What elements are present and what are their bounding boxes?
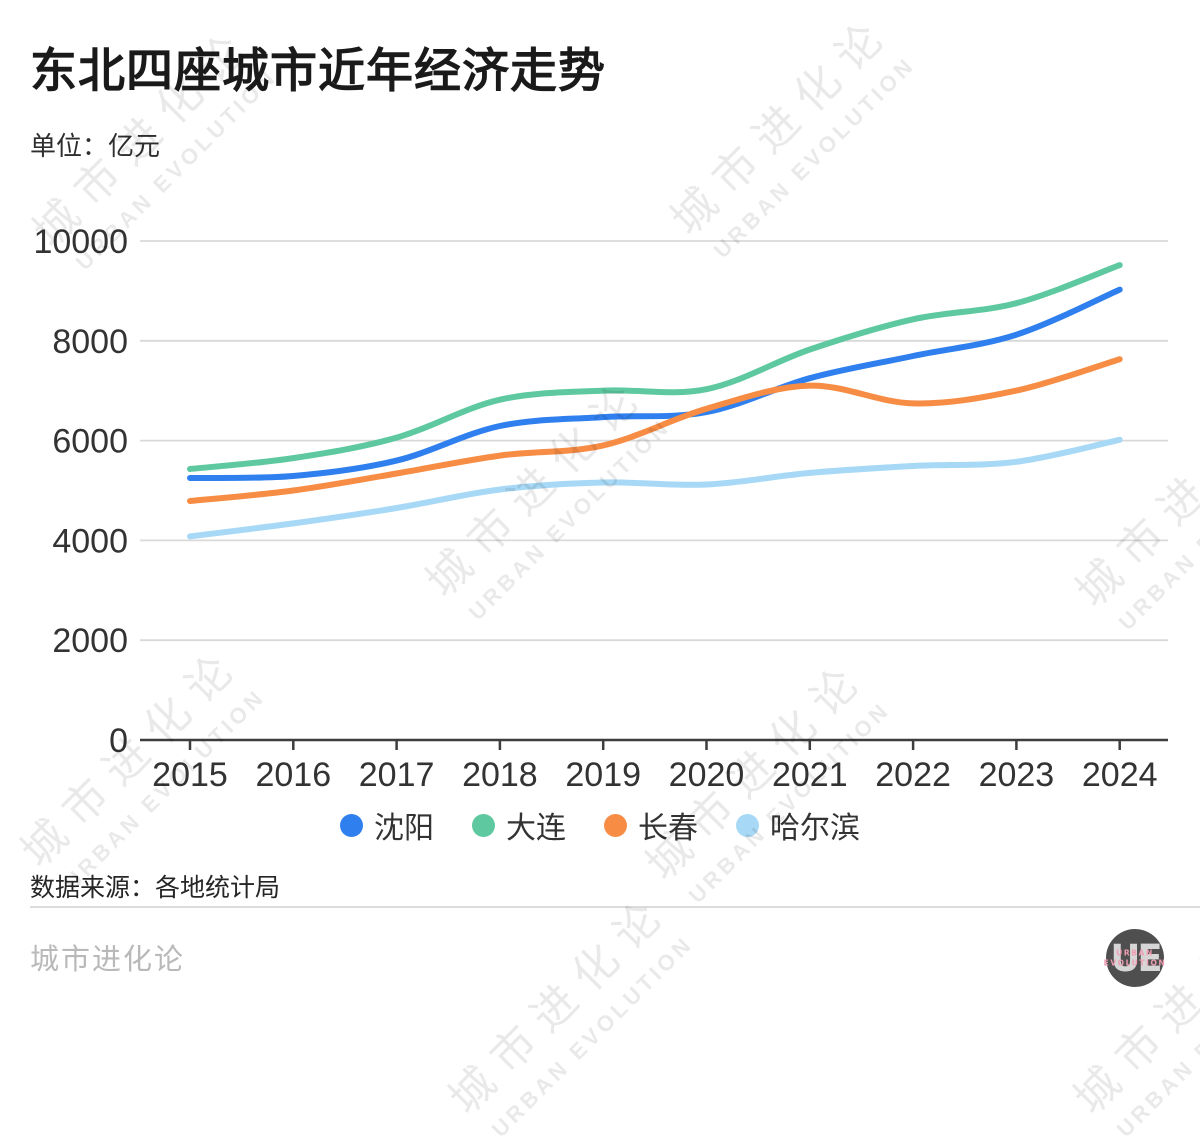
legend-item-shenyang: 沈阳 bbox=[340, 803, 434, 847]
page-title: 东北四座城市近年经济走势 bbox=[30, 44, 606, 97]
y-tick-label: 2000 bbox=[52, 622, 128, 660]
logo-urban-text: URBAN bbox=[1116, 949, 1154, 958]
legend-dot-shenyang bbox=[340, 813, 363, 837]
line-shenyang bbox=[187, 286, 1123, 481]
legend-label-shenyang: 沈阳 bbox=[374, 812, 434, 845]
legend-label-haerbin: 哈尔滨 bbox=[770, 812, 860, 845]
unit-label: 单位：亿元 bbox=[30, 131, 161, 161]
line-haerbin bbox=[187, 436, 1123, 540]
legend-dot-changchun bbox=[604, 813, 627, 837]
line-chart: 0 2000 4000 6000 8000 10000 2015 2016 2017 2018 20… bbox=[33, 223, 1168, 794]
brand-name: 城市进化论 bbox=[30, 944, 186, 976]
x-tick-label: 2021 bbox=[772, 756, 848, 794]
chart-legend: 沈阳 大连 长春 哈尔滨 bbox=[0, 802, 1200, 848]
footer-divider bbox=[30, 906, 1200, 908]
legend-label-dalian: 大连 bbox=[506, 812, 566, 845]
ue-logo-graphic: UE URBAN EVOLUTION bbox=[1104, 929, 1166, 987]
x-tick-label: 2016 bbox=[255, 756, 331, 794]
x-tick-label: 2023 bbox=[979, 756, 1055, 794]
y-tick-label: 10000 bbox=[33, 223, 128, 261]
y-tick-label: 6000 bbox=[52, 423, 128, 461]
line-dalian bbox=[187, 262, 1123, 472]
logo-circle bbox=[1106, 929, 1164, 987]
legend-dot-dalian bbox=[472, 813, 495, 837]
y-tick-label: 8000 bbox=[52, 323, 128, 361]
line-changchun bbox=[187, 356, 1123, 504]
logo-monogram: UE bbox=[1110, 937, 1160, 980]
x-tick-label: 2020 bbox=[669, 756, 745, 794]
legend-label-changchun: 长春 bbox=[638, 812, 698, 845]
y-tick-label: 4000 bbox=[52, 522, 128, 560]
x-tick-label: 2019 bbox=[565, 756, 641, 794]
x-tick-label: 2024 bbox=[1082, 756, 1158, 794]
legend-dot-haerbin bbox=[736, 813, 759, 837]
data-source: 数据来源：各地统计局 bbox=[30, 874, 281, 902]
x-tick-label: 2018 bbox=[462, 756, 538, 794]
legend-item-changchun: 长春 bbox=[604, 803, 698, 847]
legend-item-haerbin: 哈尔滨 bbox=[736, 803, 860, 847]
x-tick-label: 2015 bbox=[152, 756, 228, 794]
x-tick-label: 2022 bbox=[875, 756, 951, 794]
legend-item-dalian: 大连 bbox=[472, 803, 566, 847]
ue-logo: UE URBAN EVOLUTION bbox=[1104, 927, 1166, 989]
y-tick-label: 0 bbox=[109, 722, 128, 760]
logo-evolution-text: EVOLUTION bbox=[1104, 959, 1166, 968]
x-tick-label: 2017 bbox=[359, 756, 435, 794]
